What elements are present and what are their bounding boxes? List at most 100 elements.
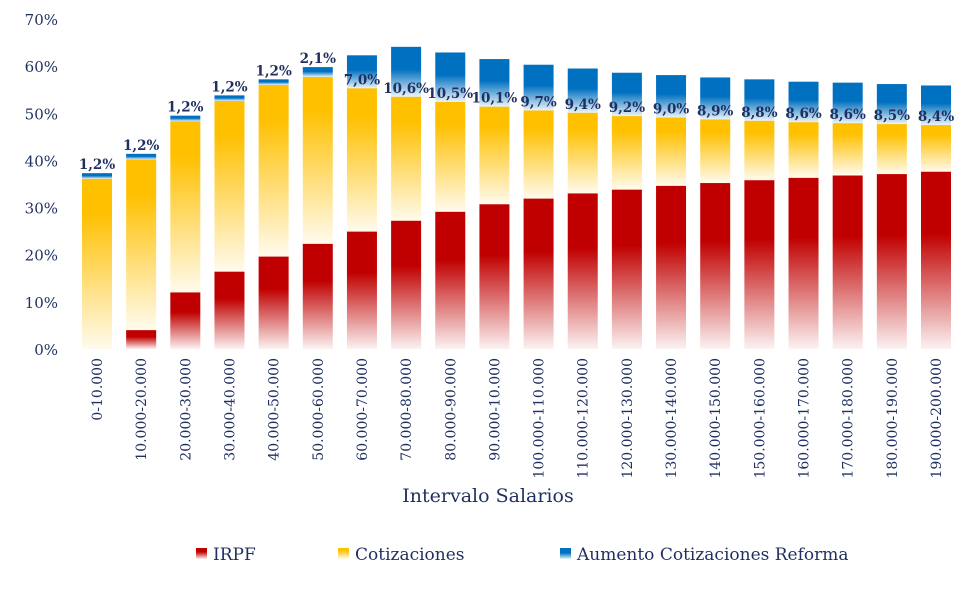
bar-cotizaciones bbox=[832, 123, 863, 176]
y-tick-label: 50% bbox=[25, 105, 58, 123]
data-label: 9,0% bbox=[653, 102, 689, 118]
y-tick-label: 10% bbox=[25, 294, 58, 312]
bar-aumento-reforma bbox=[611, 72, 642, 117]
bar-irpf bbox=[346, 231, 377, 349]
x-tick-label: 110.000-120.000 bbox=[576, 358, 592, 479]
x-tick-label: 30.000-40.000 bbox=[222, 358, 238, 461]
data-label: 10,1% bbox=[472, 91, 518, 107]
bar-aumento-reforma bbox=[214, 95, 245, 102]
data-label: 10,5% bbox=[427, 86, 473, 102]
x-tick-label: 190.000-200.000 bbox=[929, 358, 945, 479]
bar-cotizaciones bbox=[82, 178, 112, 349]
x-tick-label: 170.000-180.000 bbox=[841, 358, 857, 479]
bar-irpf bbox=[479, 204, 510, 349]
bar-cotizaciones bbox=[258, 85, 289, 257]
bar-irpf bbox=[611, 189, 642, 349]
x-tick-label: 150.000-160.000 bbox=[752, 358, 768, 479]
bar-cotizaciones bbox=[700, 119, 731, 184]
bar-irpf bbox=[832, 175, 863, 349]
bar-irpf bbox=[788, 177, 819, 349]
x-tick-label: 60.000-70.000 bbox=[355, 358, 371, 461]
x-tick-label: 70.000-80.000 bbox=[399, 358, 415, 461]
y-tick-label: 60% bbox=[25, 58, 58, 76]
bar-irpf bbox=[302, 243, 333, 349]
bar-aumento-reforma bbox=[126, 153, 157, 160]
bar-cotizaciones bbox=[567, 112, 598, 194]
bar-cotizaciones bbox=[346, 88, 377, 232]
bar-irpf bbox=[435, 211, 466, 349]
bar-cotizaciones bbox=[921, 125, 951, 172]
x-tick-label: 180.000-190.000 bbox=[885, 358, 901, 479]
bar-cotizaciones bbox=[214, 101, 245, 272]
bar-aumento-reforma bbox=[523, 64, 554, 111]
bar-cotizaciones bbox=[391, 96, 422, 221]
data-label: 1,2% bbox=[79, 157, 115, 173]
bar-aumento-reforma bbox=[479, 59, 510, 107]
data-label: 10,6% bbox=[383, 81, 429, 97]
data-label: 2,1% bbox=[300, 51, 336, 67]
data-label: 9,4% bbox=[565, 97, 601, 113]
x-tick-label: 40.000-50.000 bbox=[267, 358, 283, 461]
x-tick-label: 10.000-20.000 bbox=[134, 358, 150, 461]
bar-aumento-reforma bbox=[302, 67, 333, 77]
bar-aumento-reforma bbox=[788, 81, 819, 123]
bar-irpf bbox=[876, 174, 907, 349]
data-label: 8,4% bbox=[918, 109, 954, 125]
x-tick-label: 20.000-30.000 bbox=[178, 358, 194, 461]
bar-irpf bbox=[214, 271, 245, 349]
y-tick-label: 0% bbox=[34, 341, 58, 359]
legend-swatch-irpf bbox=[196, 548, 207, 559]
data-label: 8,9% bbox=[697, 103, 733, 119]
data-label: 9,2% bbox=[609, 100, 645, 116]
bar-cotizaciones bbox=[302, 76, 333, 244]
data-label: 1,2% bbox=[255, 63, 291, 79]
bar-aumento-reforma bbox=[832, 82, 863, 124]
bar-aumento-reforma bbox=[700, 77, 731, 120]
bar-aumento-reforma bbox=[258, 79, 289, 85]
y-tick-label: 30% bbox=[25, 200, 58, 218]
y-tick-label: 70% bbox=[25, 11, 58, 29]
bar-aumento-reforma bbox=[435, 52, 466, 102]
bar-irpf bbox=[523, 198, 554, 349]
bar-aumento-reforma bbox=[170, 115, 201, 122]
x-tick-label: 90.000-10.000 bbox=[487, 358, 503, 461]
bar-irpf bbox=[258, 256, 289, 349]
x-axis-title: Intervalo Salarios bbox=[402, 485, 573, 507]
bar-cotizaciones bbox=[126, 159, 157, 331]
bar-cotizaciones bbox=[611, 116, 642, 190]
data-label: 1,2% bbox=[167, 100, 203, 116]
bar-irpf bbox=[744, 180, 775, 349]
bar-cotizaciones bbox=[876, 124, 907, 175]
x-tick-label: 160.000-170.000 bbox=[797, 358, 813, 479]
x-tick-label: 50.000-60.000 bbox=[311, 358, 327, 461]
x-tick-label: 100.000-110.000 bbox=[532, 358, 548, 479]
bar-cotizaciones bbox=[788, 122, 819, 178]
bar-cotizaciones bbox=[656, 117, 687, 186]
legend-swatch-cotizaciones bbox=[338, 548, 349, 559]
bar-aumento-reforma bbox=[391, 46, 422, 97]
x-tick-label: 80.000-90.000 bbox=[443, 358, 459, 461]
x-tick-label: 0-10.000 bbox=[90, 358, 106, 421]
bar-aumento-reforma bbox=[82, 173, 112, 179]
bar-aumento-reforma bbox=[921, 85, 951, 126]
bar-cotizaciones bbox=[744, 120, 775, 181]
data-label: 7,0% bbox=[344, 72, 380, 88]
bar-aumento-reforma bbox=[567, 68, 598, 113]
bar-cotizaciones bbox=[435, 101, 466, 212]
bar-cotizaciones bbox=[523, 110, 554, 199]
bar-irpf bbox=[126, 330, 157, 349]
bar-aumento-reforma bbox=[876, 84, 907, 125]
bar-aumento-reforma bbox=[346, 55, 377, 89]
data-label: 8,5% bbox=[874, 108, 910, 124]
bar-cotizaciones bbox=[170, 121, 201, 293]
legend-label: IRPF bbox=[213, 545, 256, 565]
bar-aumento-reforma bbox=[656, 75, 687, 118]
bar-aumento-reforma bbox=[744, 79, 775, 121]
bar-irpf bbox=[700, 183, 731, 349]
x-tick-label: 130.000-140.000 bbox=[664, 358, 680, 479]
bar-irpf bbox=[656, 185, 687, 349]
bar-irpf bbox=[170, 292, 201, 349]
data-label: 1,2% bbox=[123, 138, 159, 154]
